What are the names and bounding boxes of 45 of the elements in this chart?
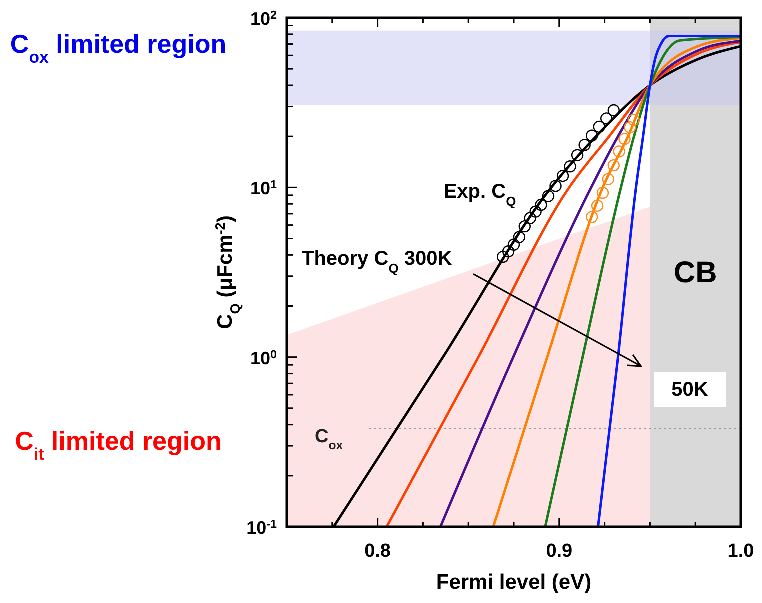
band-label: CB — [674, 256, 718, 290]
line-series — [544, 36, 741, 527]
point — [593, 120, 606, 134]
point — [513, 231, 526, 244]
point — [518, 220, 531, 233]
point — [564, 160, 576, 173]
point — [524, 212, 536, 224]
point — [535, 198, 548, 212]
x-tick-label: 0.9 — [546, 541, 573, 562]
point — [578, 139, 591, 152]
point — [628, 114, 640, 126]
line-series — [597, 35, 741, 527]
point — [600, 112, 613, 125]
point — [586, 211, 598, 224]
point — [596, 186, 610, 200]
point — [502, 245, 515, 258]
point — [591, 200, 604, 212]
text: C$_{it}$ limited region — [15, 426, 222, 464]
y-tick-label: 10$^{2}$ — [250, 8, 278, 29]
point — [624, 121, 636, 134]
point — [550, 180, 562, 192]
annotation: Exp. C$_{Q}$ — [444, 181, 516, 208]
text: C$_{ox}$ limited region — [10, 29, 227, 66]
point — [556, 170, 570, 182]
point — [497, 250, 510, 264]
annotation: Theory C$_{Q}$ 300K — [302, 248, 453, 276]
point — [608, 159, 620, 172]
point — [586, 130, 598, 142]
point — [608, 104, 620, 117]
point — [613, 146, 626, 158]
annotation: 50K — [672, 379, 709, 401]
point — [618, 133, 631, 146]
point — [530, 206, 542, 218]
y-tick-label: 10$^{0}$ — [250, 348, 278, 368]
point — [571, 149, 584, 162]
x-tick-label: 1.0 — [728, 541, 754, 562]
x-tick-label: 0.8 — [364, 541, 392, 562]
line-series — [492, 36, 741, 527]
point — [508, 238, 520, 251]
ref-line-label: C$_{ox}$ — [315, 426, 344, 453]
y-tick-label: 10$^{-1}$ — [246, 518, 278, 538]
point — [542, 190, 555, 202]
point — [602, 173, 615, 186]
y-tick-label: 10$^{1}$ — [250, 178, 278, 199]
x-axis-title: Fermi level (eV) — [436, 571, 592, 594]
